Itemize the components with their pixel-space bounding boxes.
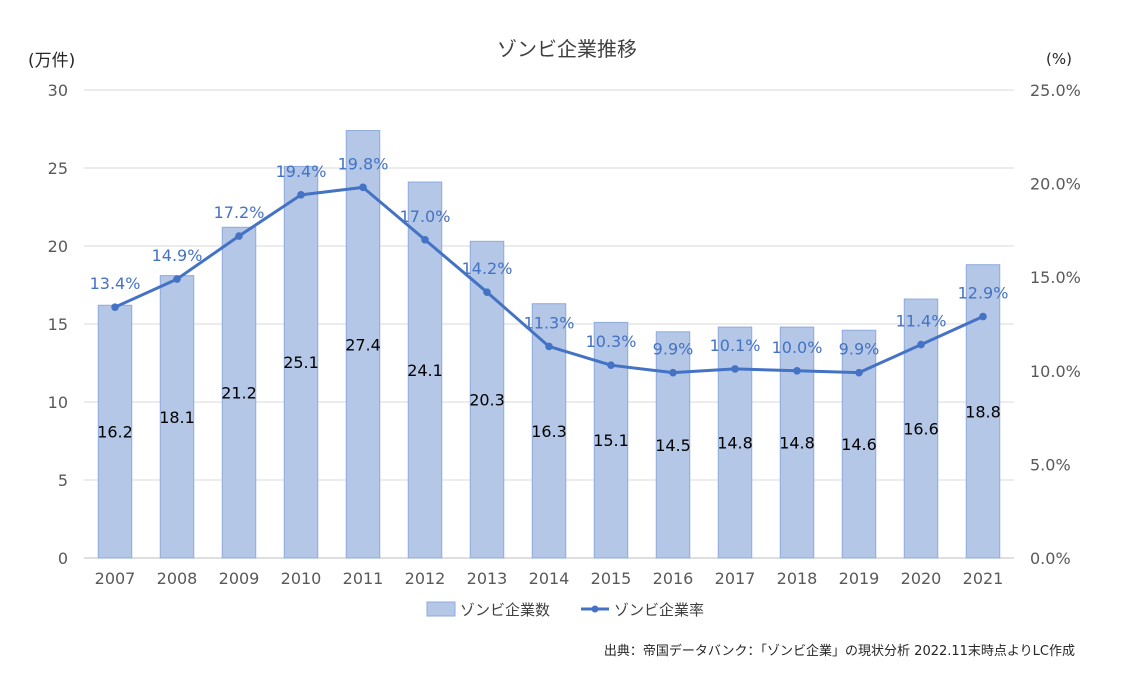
- rate-point: [421, 235, 429, 244]
- rate-point: [235, 232, 243, 240]
- bar-value-label: 20.3: [469, 391, 505, 410]
- bar-data-labels: 16.2 18.1 21.2 25.1 27.4 24.1 20.3 16.3 15.1 14.5…: [97, 335, 1001, 455]
- rate-point: [793, 367, 801, 375]
- x-tick-label: 2019: [839, 569, 880, 588]
- bar-value-label: 16.3: [531, 422, 567, 441]
- right-tick-label: 25.0%: [1030, 81, 1081, 100]
- rate-point: [173, 275, 181, 283]
- bar: [531, 303, 567, 559]
- bar-value-label: 16.2: [97, 423, 133, 442]
- bar-value-label: 18.8: [965, 402, 1001, 421]
- x-tick-label: 2010: [281, 569, 322, 588]
- source-note: 出典：帝国データバンク：「ゾンビ企業」の現状分析 2022.11末時点よりLC作…: [604, 643, 1075, 659]
- rate-point: [545, 342, 553, 351]
- x-tick-label: 2011: [343, 569, 384, 588]
- rate-value-label: 14.2%: [462, 259, 513, 278]
- left-tick-label: 25: [48, 159, 68, 178]
- bar-series: [97, 130, 1001, 559]
- x-tick-label: 2021: [963, 569, 1004, 588]
- chart-title: ゾンビ企業推移: [497, 37, 637, 61]
- x-tick-label: 2007: [95, 569, 136, 588]
- x-tick-label: 2008: [157, 569, 198, 588]
- rate-point: [297, 191, 305, 199]
- left-tick-label: 5: [58, 471, 68, 490]
- bar-value-label: 14.8: [779, 434, 815, 453]
- x-tick-label: 2015: [591, 569, 632, 588]
- legend-line-marker: [591, 605, 599, 613]
- x-tick-label: 2013: [467, 569, 508, 588]
- bar-value-label: 14.8: [717, 434, 753, 453]
- rate-value-label: 9.9%: [839, 340, 880, 359]
- bar-value-label: 25.1: [283, 353, 319, 372]
- bar-value-label: 21.2: [221, 384, 257, 403]
- bar: [407, 181, 443, 559]
- bar-value-label: 14.5: [655, 436, 691, 455]
- left-axis-unit-label: (万件): [28, 51, 75, 71]
- right-tick-label: 10.0%: [1030, 362, 1081, 381]
- x-tick-label: 2017: [715, 569, 756, 588]
- line-data-labels: 13.4% 14.9% 17.2% 19.4% 19.8% 17.0% 14.2% 11.3%…: [90, 154, 1009, 358]
- bar-value-label: 14.6: [841, 435, 877, 454]
- legend: ゾンビ企業数 ゾンビ企業率: [426, 601, 704, 619]
- bar: [345, 130, 381, 559]
- line-series: [111, 183, 987, 377]
- rate-value-label: 10.1%: [710, 336, 761, 355]
- bar: [159, 275, 195, 559]
- right-tick-label: 20.0%: [1030, 175, 1081, 194]
- rate-point: [669, 368, 677, 377]
- legend-bar-swatch: [426, 601, 456, 617]
- rate-value-label: 13.4%: [90, 274, 141, 293]
- x-axis-ticks: 2007 2008 2009 2010 2011 2012 2013 2014 2015 2016…: [95, 569, 1004, 588]
- rate-value-label: 10.0%: [772, 338, 823, 357]
- rate-point: [979, 312, 987, 321]
- rate-value-label: 10.3%: [586, 332, 637, 351]
- bar-value-label: 16.6: [903, 420, 939, 439]
- rate-value-label: 11.3%: [524, 313, 575, 332]
- bar: [97, 304, 133, 559]
- x-tick-label: 2020: [901, 569, 942, 588]
- rate-point: [111, 303, 119, 311]
- right-tick-label: 5.0%: [1030, 455, 1071, 474]
- right-axis-ticks: 0.0% 5.0% 10.0% 15.0% 20.0% 25.0%: [1030, 81, 1081, 568]
- rate-value-label: 12.9%: [958, 284, 1009, 303]
- bar: [283, 165, 319, 559]
- bar-value-label: 15.1: [593, 431, 629, 450]
- x-tick-label: 2016: [653, 569, 694, 588]
- rate-value-label: 11.4%: [896, 312, 947, 331]
- bar-value-label: 27.4: [345, 335, 381, 354]
- rate-point: [917, 340, 925, 349]
- rate-value-label: 9.9%: [653, 340, 694, 359]
- rate-value-label: 17.0%: [400, 207, 451, 226]
- rate-point: [607, 361, 615, 369]
- legend-bar-label: ゾンビ企業数: [460, 601, 550, 619]
- x-tick-label: 2009: [219, 569, 260, 588]
- left-tick-label: 10: [48, 393, 68, 412]
- bar: [221, 226, 257, 559]
- bar: [779, 326, 815, 559]
- left-tick-label: 30: [48, 81, 68, 100]
- bar: [469, 240, 505, 559]
- rate-point: [483, 288, 491, 296]
- rate-value-label: 19.8%: [338, 154, 389, 173]
- rate-point: [731, 365, 739, 373]
- right-tick-label: 15.0%: [1030, 268, 1081, 287]
- legend-line-label: ゾンビ企業率: [614, 601, 704, 619]
- x-tick-label: 2012: [405, 569, 446, 588]
- bar-value-label: 24.1: [407, 361, 443, 380]
- rate-value-label: 14.9%: [152, 246, 203, 265]
- left-axis-ticks: 0 5 10 15 20 25 30: [48, 81, 68, 568]
- x-tick-label: 2018: [777, 569, 818, 588]
- x-tick-label: 2014: [529, 569, 570, 588]
- rate-value-label: 19.4%: [276, 162, 327, 181]
- rate-point: [359, 183, 367, 192]
- rate-value-label: 17.2%: [214, 203, 265, 222]
- left-tick-label: 20: [48, 237, 68, 256]
- rate-point: [855, 368, 863, 377]
- right-tick-label: 0.0%: [1030, 549, 1071, 568]
- left-tick-label: 15: [48, 315, 68, 334]
- right-axis-unit-label: (%): [1046, 50, 1072, 68]
- left-tick-label: 0: [58, 549, 68, 568]
- bar-value-label: 18.1: [159, 408, 195, 427]
